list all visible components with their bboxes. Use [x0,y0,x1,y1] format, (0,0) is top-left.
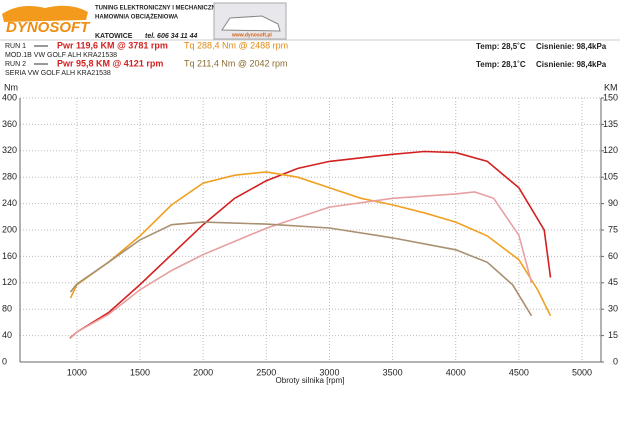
x-tick-label: 1000 [67,367,87,377]
series-line [69,191,533,339]
run-desc: MOD.1B VW GOLF ALH KRA21538 [5,52,117,59]
x-tick-label: 5000 [572,367,592,377]
run-pressure: Cisnienie: 98,4kPa [536,60,607,69]
run-tq: Tq 211,4 Nm @ 2042 rpm [184,58,288,68]
run-temp: Temp: 28,5˚C [476,42,526,51]
run-pwr: Pwr 95,8 KM @ 4121 rpm [57,58,163,68]
series-line [69,150,552,339]
car-body [221,15,281,32]
x-tick-label: 3000 [319,367,339,377]
x-axis-label: Obroty silnika [rpm] [276,376,345,385]
y-tick-label: 80 [2,304,12,314]
tagline: TUNING ELEKTRONICZNY I MECHANICZNY [95,6,220,12]
y2-tick-label: 120 [603,145,618,155]
website: www.dynosoft.pl [231,32,272,38]
x-tick-label: 2500 [256,367,276,377]
y-tick-label: 400 [2,92,17,102]
y2-tick-label: 105 [603,172,618,182]
y2-tick-label: 45 [608,277,618,287]
run-pressure: Cisnienie: 98,4kPa [536,42,607,51]
run-pwr: Pwr 119,6 KM @ 3781 rpm [57,40,168,50]
run-label: RUN 1 [5,43,26,50]
logo-swoosh [2,5,88,22]
run-label: RUN 2 [5,61,26,68]
y-axis-label: Nm [4,82,18,92]
y2-tick-label: 0 [613,356,618,366]
y2-tick-label: 150 [603,92,618,102]
series-line [69,221,533,317]
car-image: www.dynosoft.pl [213,2,287,40]
y2-tick-label: 15 [608,330,618,340]
logo: DYNOSOFT [2,5,91,36]
y2-axis-label: KM [604,82,618,92]
run-tq: Tq 288,4 Nm @ 2488 rpm [184,40,288,50]
x-tick-label: 4000 [446,367,466,377]
y-tick-label: 240 [2,198,17,208]
run-desc: SERIA VW GOLF ALH KRA21538 [5,70,111,77]
run-temp: Temp: 28,1˚C [476,60,526,69]
tagline: HAMOWNIA OBCIĄŻENIOWA [95,14,179,21]
y-tick-label: 200 [2,224,17,234]
y2-tick-label: 60 [608,251,618,261]
city: KATOWICE [95,33,133,40]
x-tick-label: 1500 [130,367,150,377]
brand: DYNOSOFT [6,19,91,36]
y2-tick-label: 75 [608,224,618,234]
y-tick-label: 160 [2,251,17,261]
y-tick-label: 360 [2,119,17,129]
x-tick-label: 3500 [383,367,403,377]
y2-tick-label: 30 [608,304,618,314]
y2-tick-label: 135 [603,119,618,129]
phone: tel. 606 34 11 44 [145,33,198,40]
y-tick-label: 120 [2,277,17,287]
x-tick-label: 2000 [193,367,213,377]
y-tick-label: 40 [2,330,12,340]
series-line [69,171,552,317]
y-tick-label: 320 [2,145,17,155]
y-tick-label: 280 [2,172,17,182]
y2-tick-label: 90 [608,198,618,208]
x-tick-label: 4500 [509,367,529,377]
y-tick-label: 0 [2,356,7,366]
